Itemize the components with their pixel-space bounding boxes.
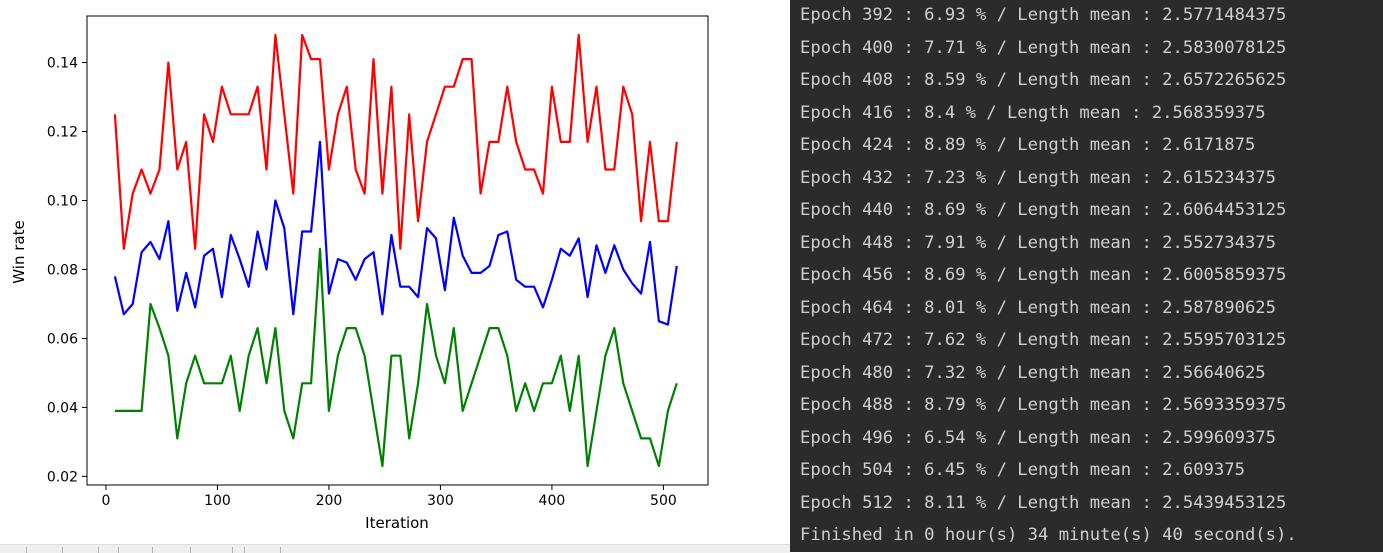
- series-line-1: [113, 33, 678, 250]
- y-tick-label: 0.02: [47, 469, 78, 485]
- console-line: Epoch 416 : 8.4 % / Length mean : 2.5683…: [800, 103, 1266, 123]
- console-line: Epoch 496 : 6.54 % / Length mean : 2.599…: [800, 428, 1276, 448]
- y-axis-ticks: 0.02 0.04 0.06 0.08 0.10 0.12 0.14: [47, 56, 87, 485]
- toolbar-separator: [280, 547, 281, 553]
- console-line: Epoch 456 : 8.69 % / Length mean : 2.600…: [800, 265, 1287, 285]
- console-finished-line: Finished in 0 hour(s) 34 minute(s) 40 se…: [800, 525, 1297, 545]
- toolbar-separator: [152, 547, 153, 553]
- toolbar-separator: [190, 547, 191, 553]
- console-line: Epoch 400 : 7.71 % / Length mean : 2.583…: [800, 38, 1287, 58]
- console-line: Epoch 392 : 6.93 % / Length mean : 2.577…: [800, 5, 1287, 25]
- toolbar-separator: [62, 547, 63, 553]
- x-axis-label: Iteration: [365, 514, 429, 532]
- x-tick-label: 200: [316, 493, 343, 509]
- console-line: Epoch 464 : 8.01 % / Length mean : 2.587…: [800, 298, 1276, 318]
- console-line: Epoch 472 : 7.62 % / Length mean : 2.559…: [800, 330, 1287, 350]
- chart-panel: 0 100 200 300 400 500 0.02 0.04 0.06 0.08 0.10 0.1…: [10, 15, 709, 532]
- toolbar-separator: [98, 547, 99, 553]
- series-line-2: [113, 140, 678, 326]
- plot-area: [86, 15, 709, 486]
- console-line: Epoch 504 : 6.45 % / Length mean : 2.609…: [800, 460, 1245, 480]
- console-line: Epoch 408 : 8.59 % / Length mean : 2.657…: [800, 70, 1287, 90]
- x-tick-label: 300: [427, 493, 454, 509]
- console-line: Epoch 480 : 7.32 % / Length mean : 2.566…: [800, 363, 1266, 383]
- y-tick-label: 0.14: [47, 56, 78, 72]
- y-tick-label: 0.06: [47, 331, 78, 347]
- toolbar-separator: [26, 547, 27, 553]
- toolbar-separator: [118, 547, 119, 553]
- x-tick-label: 400: [539, 493, 566, 509]
- console-line: Epoch 488 : 8.79 % / Length mean : 2.569…: [800, 395, 1287, 415]
- y-tick-label: 0.04: [47, 400, 78, 416]
- win-rate-chart: 0 100 200 300 400 500 0.02 0.04 0.06 0.08 0.10 0.1…: [10, 15, 709, 532]
- console-line: Epoch 512 : 8.11 % / Length mean : 2.543…: [800, 493, 1287, 513]
- x-tick-label: 100: [204, 493, 231, 509]
- console-line: Epoch 432 : 7.23 % / Length mean : 2.615…: [800, 168, 1276, 188]
- toolbar-separator: [232, 547, 233, 553]
- console-line: Epoch 448 : 7.91 % / Length mean : 2.552…: [800, 233, 1276, 253]
- x-tick-label: 0: [101, 493, 110, 509]
- x-axis-ticks: 0 100 200 300 400 500: [101, 485, 677, 509]
- toolbar-separator: [244, 547, 245, 553]
- console-line: Epoch 424 : 8.89 % / Length mean : 2.617…: [800, 135, 1256, 155]
- y-tick-label: 0.10: [47, 193, 78, 209]
- y-tick-label: 0.12: [47, 125, 78, 141]
- series-line-3: [114, 247, 678, 468]
- series-layer: [113, 33, 678, 468]
- console-output: Epoch 392 : 6.93 % / Length mean : 2.577…: [790, 0, 1383, 552]
- y-tick-label: 0.08: [47, 262, 78, 278]
- plot-toolbar: [0, 544, 790, 553]
- y-axis-label: Win rate: [10, 220, 28, 283]
- console-line: Epoch 440 : 8.69 % / Length mean : 2.606…: [800, 200, 1287, 220]
- x-tick-label: 500: [650, 493, 677, 509]
